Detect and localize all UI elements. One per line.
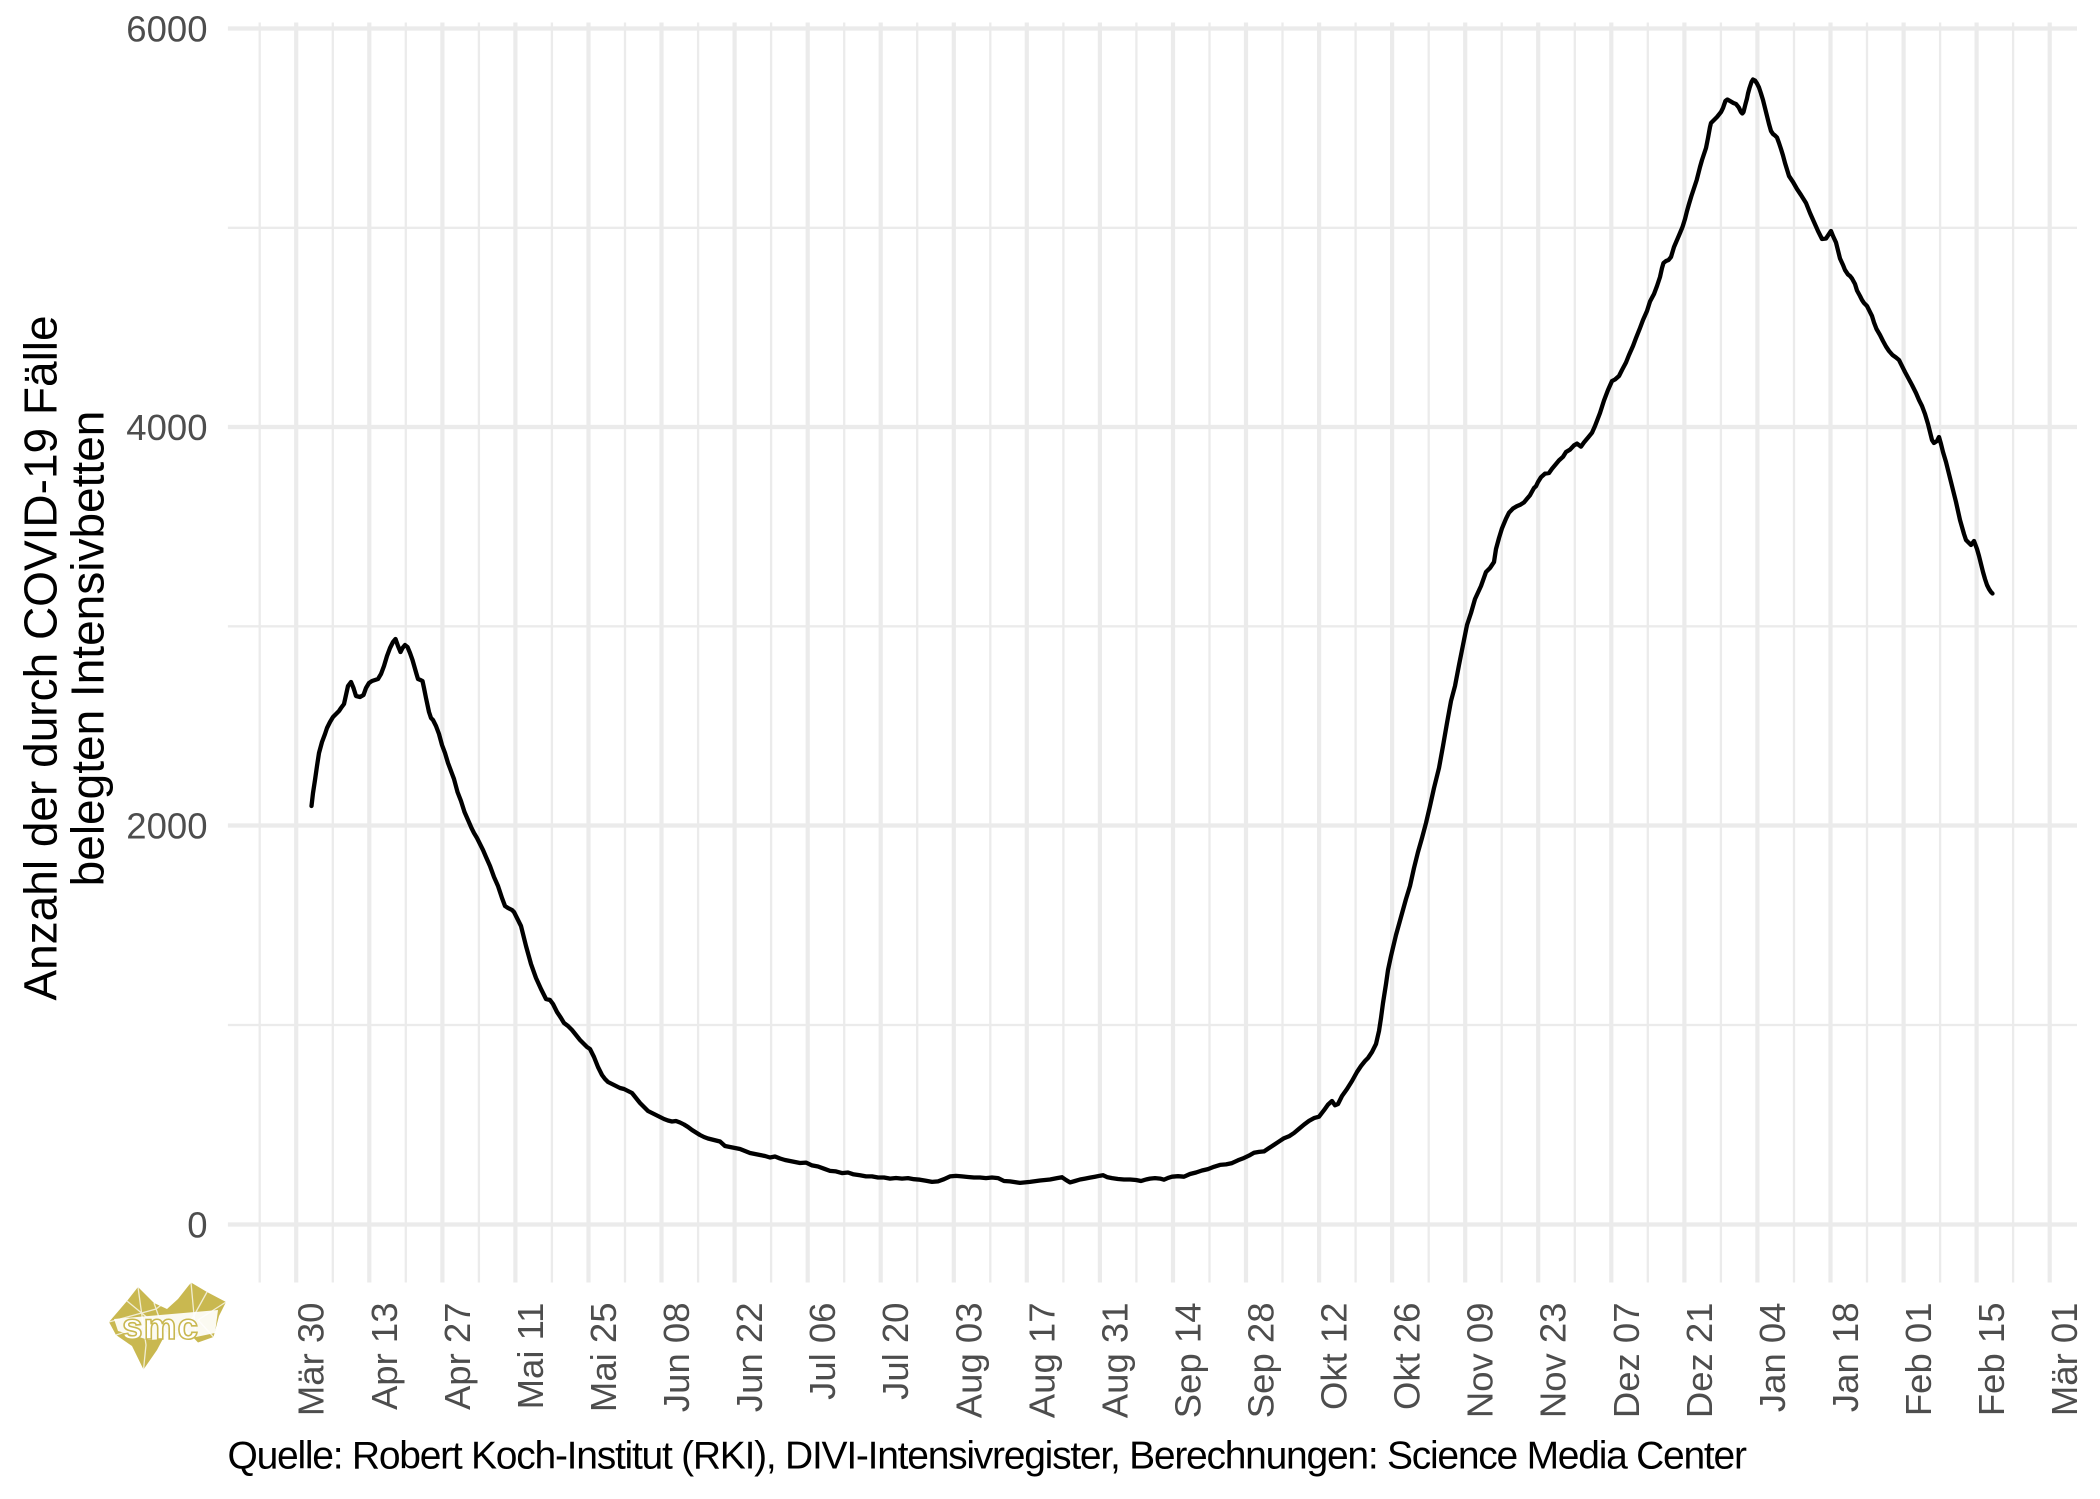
svg-text:Feb 01: Feb 01 bbox=[1898, 1303, 1939, 1417]
svg-text:belegten Intensivbetten: belegten Intensivbetten bbox=[62, 411, 114, 887]
svg-text:Dez 21: Dez 21 bbox=[1679, 1303, 1720, 1419]
svg-text:Jun 08: Jun 08 bbox=[656, 1303, 697, 1413]
svg-text:Okt 12: Okt 12 bbox=[1314, 1303, 1355, 1411]
svg-text:Apr 13: Apr 13 bbox=[364, 1303, 405, 1411]
svg-text:Jan 04: Jan 04 bbox=[1752, 1303, 1793, 1413]
svg-text:Nov 23: Nov 23 bbox=[1533, 1303, 1574, 1419]
svg-text:Anzahl der durch COVID-19 Fäll: Anzahl der durch COVID-19 Fälle bbox=[15, 315, 67, 1000]
svg-text:Mär 01: Mär 01 bbox=[2044, 1303, 2085, 1417]
svg-text:Quelle: Robert Koch-Institut (: Quelle: Robert Koch-Institut (RKI), DIVI… bbox=[228, 1435, 1747, 1478]
svg-text:smc: smc bbox=[122, 1306, 199, 1347]
svg-text:Feb 15: Feb 15 bbox=[1971, 1303, 2012, 1417]
svg-text:Nov 09: Nov 09 bbox=[1460, 1303, 1501, 1419]
svg-text:Sep 14: Sep 14 bbox=[1168, 1303, 1209, 1419]
svg-text:Jul 20: Jul 20 bbox=[875, 1303, 916, 1400]
svg-text:Mai 11: Mai 11 bbox=[510, 1303, 551, 1410]
svg-text:Okt 26: Okt 26 bbox=[1387, 1303, 1428, 1411]
svg-text:Aug 31: Aug 31 bbox=[1094, 1303, 1135, 1419]
svg-text:Mai 25: Mai 25 bbox=[583, 1303, 624, 1413]
svg-text:Jun 22: Jun 22 bbox=[729, 1303, 770, 1413]
svg-text:4000: 4000 bbox=[126, 407, 207, 448]
svg-text:Aug 17: Aug 17 bbox=[1021, 1303, 1062, 1419]
svg-text:Jan 18: Jan 18 bbox=[1825, 1303, 1866, 1413]
svg-text:Sep 28: Sep 28 bbox=[1241, 1303, 1282, 1419]
svg-text:Aug 03: Aug 03 bbox=[948, 1303, 989, 1419]
svg-text:0: 0 bbox=[187, 1205, 207, 1246]
svg-text:Jul 06: Jul 06 bbox=[802, 1303, 843, 1400]
svg-text:Dez 07: Dez 07 bbox=[1606, 1303, 1647, 1419]
svg-text:Mär 30: Mär 30 bbox=[291, 1303, 332, 1417]
svg-text:6000: 6000 bbox=[126, 9, 207, 50]
svg-text:Apr 27: Apr 27 bbox=[437, 1303, 478, 1411]
svg-text:2000: 2000 bbox=[126, 806, 207, 847]
